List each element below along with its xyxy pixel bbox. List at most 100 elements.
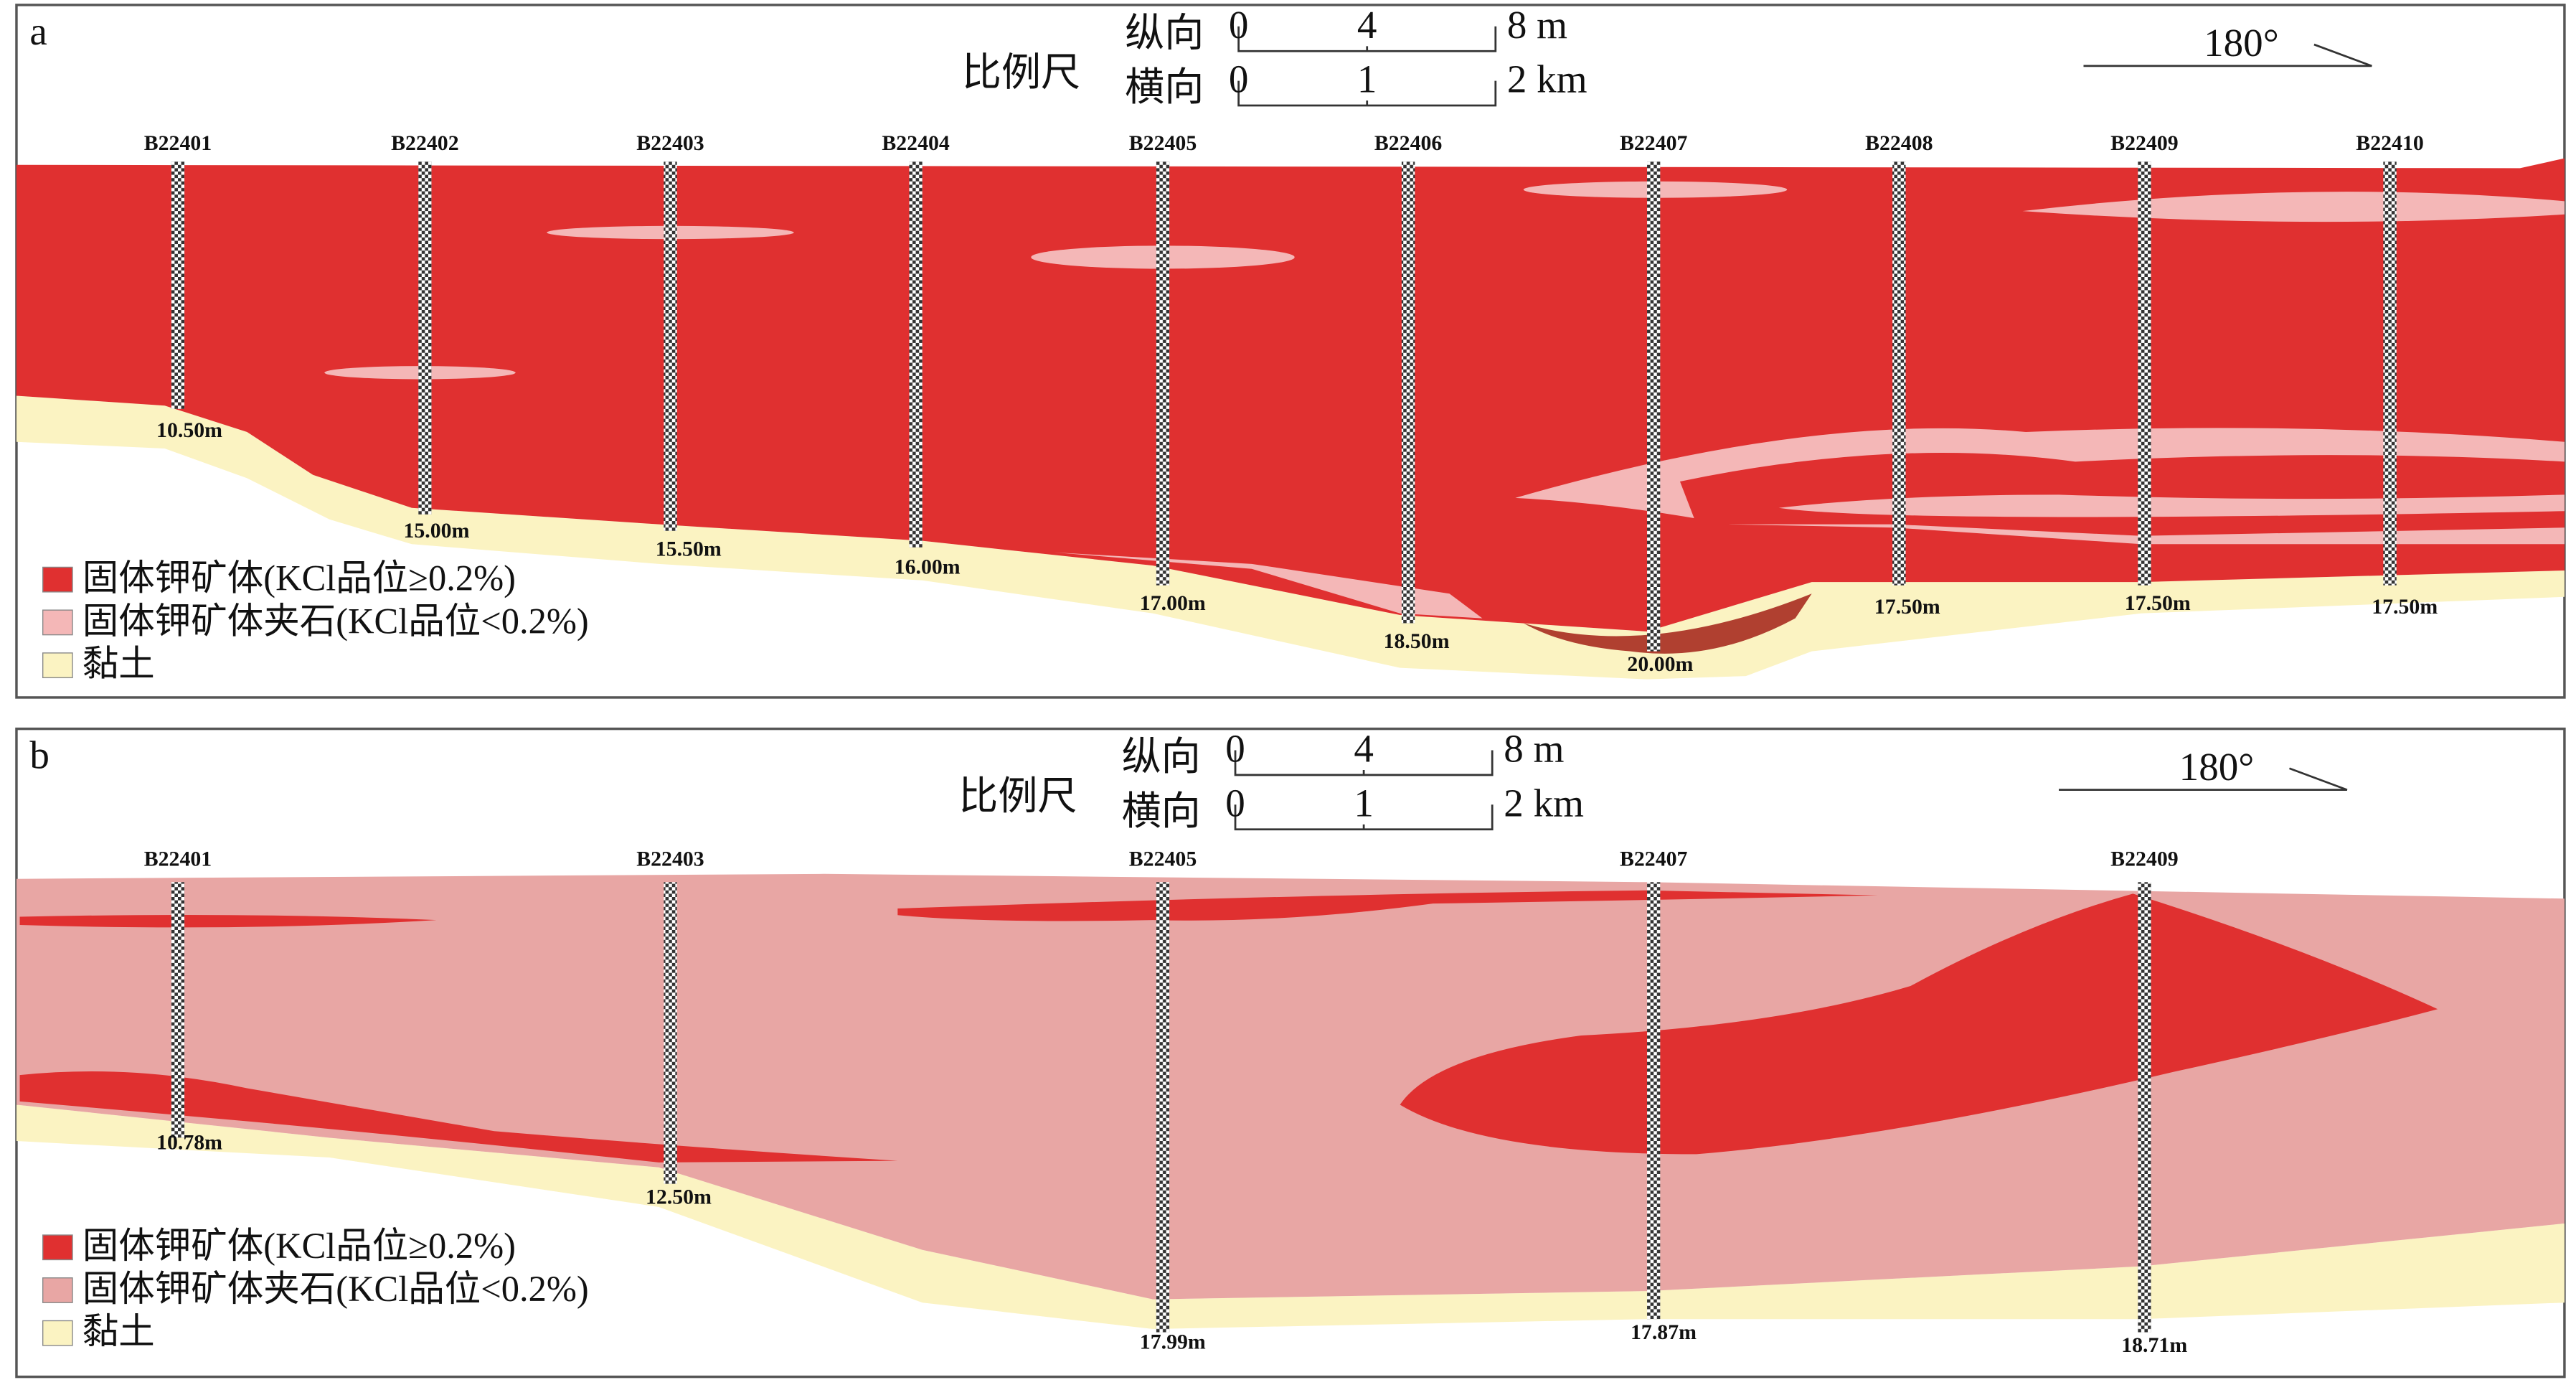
depth-label: 12.50m bbox=[646, 1185, 712, 1208]
borehole bbox=[1156, 161, 1170, 586]
legend-text: 固体钾矿体夹石(KCl品位<0.2%) bbox=[82, 1269, 589, 1309]
waste-lens bbox=[2022, 192, 2565, 222]
borehole bbox=[171, 882, 185, 1138]
borehole bbox=[2383, 161, 2397, 586]
depth-label: 20.00m bbox=[1627, 652, 1693, 676]
well-name: B22403 bbox=[636, 131, 704, 155]
legend-text: 固体钾矿体夹石(KCl品位<0.2%) bbox=[82, 601, 589, 641]
depth-label: 10.50m bbox=[156, 418, 222, 442]
borehole bbox=[1156, 882, 1170, 1333]
scale-tick-label: 0 bbox=[1229, 3, 1249, 47]
borehole bbox=[1892, 161, 1906, 586]
direction-label: 180° bbox=[2179, 745, 2255, 789]
well-name: B22406 bbox=[1374, 131, 1443, 155]
well-name: B22410 bbox=[2356, 131, 2423, 155]
depth-label: 17.50m bbox=[1874, 595, 1940, 619]
borehole bbox=[664, 161, 677, 531]
well-name: B22409 bbox=[2110, 847, 2178, 870]
well-name: B22403 bbox=[636, 847, 704, 870]
scale-tick-label: 4 bbox=[1354, 727, 1374, 771]
scale-line bbox=[1237, 80, 1497, 107]
scale-tick-label: 1 bbox=[1354, 781, 1374, 825]
borehole bbox=[1401, 161, 1415, 624]
arrow bbox=[2083, 43, 2372, 67]
legend-swatch bbox=[42, 1234, 73, 1261]
well-name: B22404 bbox=[882, 131, 950, 155]
direction-arrow: 180° bbox=[2059, 745, 2348, 791]
depth-label: 15.50m bbox=[656, 537, 722, 560]
legend-swatch bbox=[42, 1277, 73, 1303]
scale-line bbox=[1237, 26, 1497, 52]
legend-swatch bbox=[42, 566, 73, 593]
clay bbox=[16, 1104, 2565, 1329]
legend-swatch bbox=[42, 609, 73, 636]
well-name: B22405 bbox=[1129, 847, 1197, 870]
scale-bar: 比例尺 纵向 0 4 8 m 横向 0 1 2 km bbox=[958, 727, 1584, 833]
well-name: B22407 bbox=[1620, 131, 1688, 155]
legend-text: 固体钾矿体(KCl品位≥0.2%) bbox=[82, 1226, 516, 1266]
scale-tick-label: 2 km bbox=[1504, 781, 1584, 825]
panel-label: a bbox=[29, 9, 47, 53]
scale-tick-label: 8 m bbox=[1507, 3, 1567, 47]
well-name: B22407 bbox=[1620, 847, 1688, 870]
depth-label: 17.50m bbox=[2372, 595, 2438, 619]
scale-tick-label: 0 bbox=[1225, 727, 1245, 771]
legend-swatch bbox=[42, 1320, 73, 1346]
depth-label: 18.71m bbox=[2121, 1333, 2187, 1357]
scale-title: 比例尺 bbox=[958, 774, 1077, 818]
scale-axis-label: 纵向 bbox=[1125, 11, 1204, 55]
panel-label: b bbox=[29, 733, 49, 777]
scale-line bbox=[1234, 750, 1494, 776]
scale-tick-label: 2 km bbox=[1507, 57, 1587, 101]
scale-bar: 比例尺 纵向 0 4 8 m 横向 0 1 2 km bbox=[962, 3, 1587, 109]
depth-label: 17.87m bbox=[1631, 1320, 1697, 1344]
legend-swatch bbox=[42, 652, 73, 679]
well-name: B22401 bbox=[144, 131, 212, 155]
ore-lens bbox=[19, 1071, 898, 1163]
borehole bbox=[2138, 882, 2151, 1333]
depth-label: 16.00m bbox=[895, 555, 961, 579]
scale-tick-label: 0 bbox=[1229, 57, 1249, 101]
well-name: B22405 bbox=[1129, 131, 1197, 155]
clay-pocket bbox=[1523, 593, 1812, 654]
borehole bbox=[909, 161, 923, 548]
legend-text: 黏土 bbox=[82, 1312, 155, 1352]
well-name: B22408 bbox=[1865, 131, 1933, 155]
depth-label: 15.00m bbox=[403, 519, 469, 543]
scale-tick-label: 1 bbox=[1357, 57, 1377, 101]
scale-tick-label: 0 bbox=[1225, 781, 1245, 825]
borehole bbox=[1647, 161, 1661, 652]
borehole bbox=[664, 882, 677, 1184]
borehole bbox=[2138, 161, 2151, 586]
well-name: B22401 bbox=[144, 847, 212, 870]
direction-arrow: 180° bbox=[2083, 21, 2372, 67]
borehole bbox=[1647, 882, 1661, 1320]
scale-tick-label: 4 bbox=[1357, 3, 1377, 47]
clay bbox=[16, 395, 2565, 680]
well-name: B22402 bbox=[391, 131, 458, 155]
ore-lens bbox=[1679, 453, 2565, 536]
borehole bbox=[418, 161, 432, 515]
panel: b 比例尺 纵向 0 4 8 m 横向 0 1 2 km 180° B22401 10.78m B2240… bbox=[15, 727, 2566, 1379]
scale-line bbox=[1234, 804, 1494, 831]
arrow bbox=[2059, 767, 2348, 791]
legend-text: 固体钾矿体(KCl品位≥0.2%) bbox=[82, 558, 516, 598]
waste-lens bbox=[1054, 552, 1483, 619]
depth-label: 17.00m bbox=[1140, 591, 1206, 615]
scale-axis-label: 横向 bbox=[1122, 789, 1201, 833]
legend-text: 黏土 bbox=[82, 644, 155, 684]
scale-tick-label: 8 m bbox=[1504, 727, 1564, 771]
panel: a 比例尺 纵向 0 4 8 m 横向 0 1 2 km 180° B22401 10.50m B2240… bbox=[15, 3, 2566, 699]
ore-lens bbox=[19, 914, 437, 928]
well-name: B22409 bbox=[2110, 131, 2178, 155]
direction-label: 180° bbox=[2204, 21, 2279, 65]
scale-title: 比例尺 bbox=[962, 50, 1080, 94]
depth-label: 18.50m bbox=[1384, 629, 1450, 653]
ore-lens bbox=[897, 890, 1878, 921]
borehole bbox=[171, 161, 185, 409]
scale-axis-label: 横向 bbox=[1125, 65, 1204, 109]
depth-label: 17.99m bbox=[1140, 1330, 1206, 1354]
scale-axis-label: 纵向 bbox=[1122, 735, 1201, 779]
